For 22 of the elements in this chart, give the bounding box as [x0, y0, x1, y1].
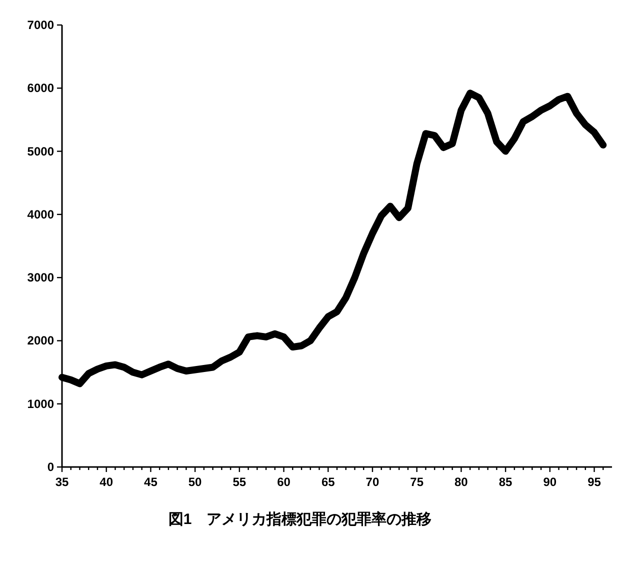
x-tick-label: 55 [232, 475, 246, 489]
x-tick-label: 80 [454, 475, 468, 489]
x-tick-label: 95 [588, 475, 602, 489]
y-tick-label: 5000 [27, 144, 54, 158]
y-tick-label: 4000 [27, 207, 54, 222]
y-tick-label: 6000 [27, 81, 54, 96]
x-tick-label: 65 [321, 475, 336, 489]
x-tick-label: 85 [498, 475, 513, 489]
x-tick-label: 40 [100, 475, 114, 489]
x-tick-label: 90 [543, 475, 557, 489]
x-tick-label: 60 [277, 475, 291, 489]
y-tick-label: 1000 [27, 396, 54, 411]
x-tick-label: 45 [144, 475, 158, 489]
x-tick-label: 75 [410, 475, 424, 489]
y-tick-label: 3000 [27, 270, 54, 285]
x-tick-label: 50 [188, 475, 202, 489]
y-tick-label: 2000 [27, 334, 54, 348]
x-tick-label: 70 [366, 475, 380, 489]
y-tick-label: 7000 [27, 18, 54, 32]
y-tick-label: 0 [47, 460, 54, 474]
text: 図1 アメリカ指標犯罪の犯罪率の推移 [168, 510, 432, 528]
x-tick-label: 35 [55, 475, 69, 489]
